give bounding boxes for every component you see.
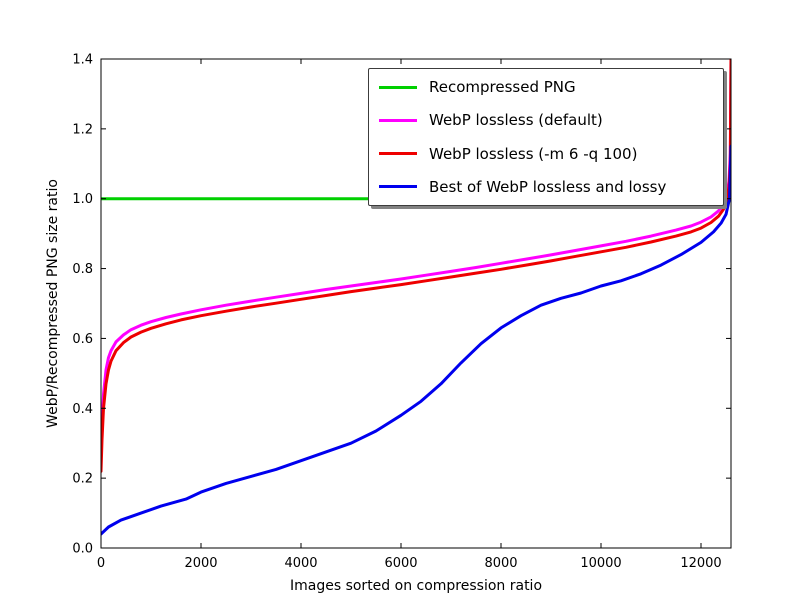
legend-line-sample [379,85,417,89]
y-tick-label: 0.8 [72,262,93,277]
legend-label: WebP lossless (-m 6 -q 100) [429,144,638,163]
legend-item: WebP lossless (-m 6 -q 100) [379,145,713,163]
y-tick-label: 0.2 [72,472,93,487]
x-axis-label: Images sorted on compression ratio [290,578,542,594]
y-tick-label: 0.0 [72,542,93,557]
y-tick-label: 0.6 [72,332,93,347]
x-tick-label: 10000 [580,556,621,571]
series-line-3 [101,59,731,473]
legend-item: Best of WebP lossless and lossy [379,178,713,196]
x-tick-label: 2000 [184,556,217,571]
legend-line-sample [379,118,417,122]
x-tick-label: 0 [97,556,105,571]
legend-item: Recompressed PNG [379,78,713,96]
series-line-4 [101,144,731,536]
y-tick-label: 1.0 [72,192,93,207]
legend-line-sample [379,152,417,156]
y-tick-label: 1.4 [72,53,93,68]
plot-border [100,58,732,549]
legend-line-sample [379,185,417,189]
y-tick-label: 1.2 [72,122,93,137]
legend-item: WebP lossless (default) [379,111,713,129]
y-tick-label: 0.4 [72,402,93,417]
legend-label: WebP lossless (default) [429,111,603,130]
legend-label: Best of WebP lossless and lossy [429,177,667,196]
x-tick-label: 8000 [484,556,517,571]
y-axis-label: WebP/Recompressed PNG size ratio [45,179,61,428]
legend-label: Recompressed PNG [429,78,576,96]
x-tick-label: 12000 [680,556,721,571]
series-line-2 [101,59,731,459]
legend: Recompressed PNG WebP lossless (default)… [368,68,724,206]
x-tick-label: 6000 [384,556,417,571]
x-tick-label: 4000 [284,556,317,571]
